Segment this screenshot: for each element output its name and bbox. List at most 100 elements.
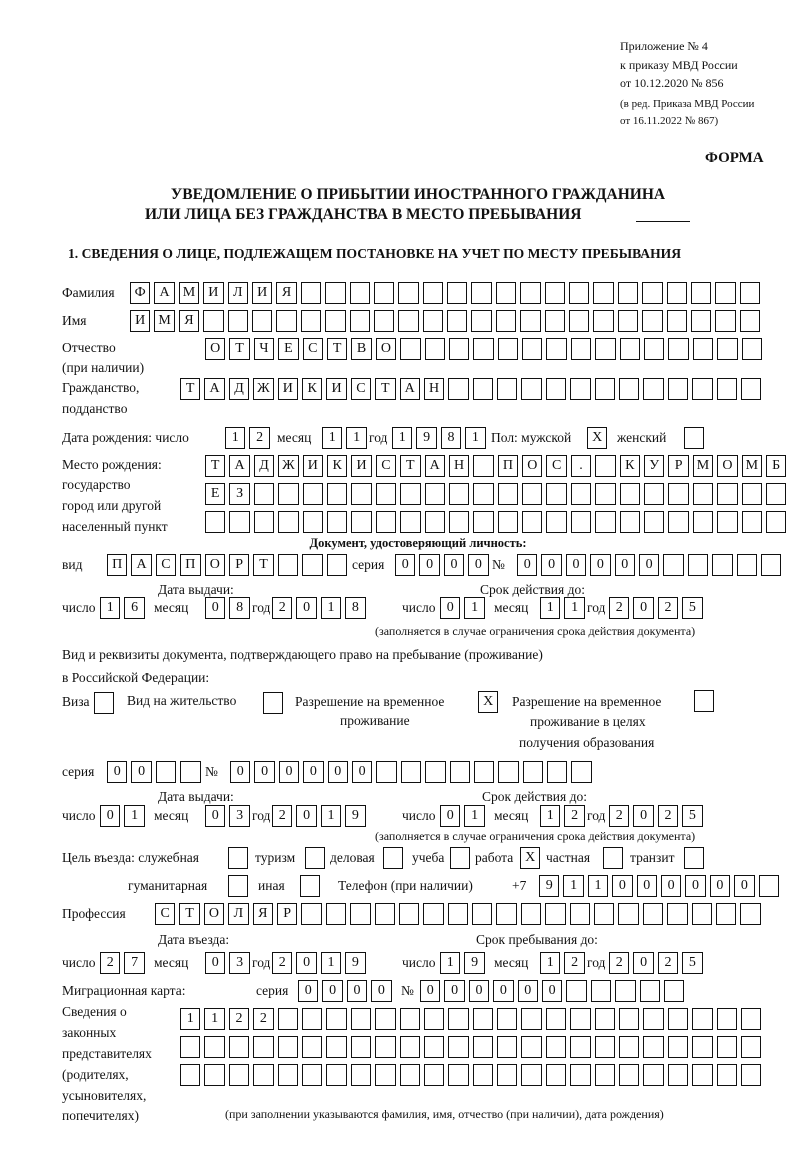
char-box[interactable]: 1	[392, 427, 413, 449]
char-box[interactable]: 0	[633, 952, 654, 974]
char-box[interactable]: 1	[346, 427, 367, 449]
char-box[interactable]	[155, 761, 177, 783]
char-box[interactable]	[399, 1064, 420, 1086]
char-box[interactable]: О	[204, 554, 225, 576]
checkbox[interactable]	[450, 847, 471, 869]
char-box[interactable]	[741, 338, 762, 360]
char-box[interactable]	[668, 483, 689, 505]
char-box[interactable]	[594, 903, 615, 925]
char-box[interactable]	[741, 511, 762, 533]
char-box[interactable]	[570, 1008, 591, 1030]
char-box[interactable]	[546, 511, 567, 533]
char-box[interactable]: 5	[682, 597, 703, 619]
char-box[interactable]	[423, 1008, 445, 1030]
char-box[interactable]: С	[375, 455, 397, 477]
char-box[interactable]: 0	[327, 761, 348, 783]
char-box[interactable]: 0	[303, 761, 324, 783]
char-box[interactable]	[497, 338, 519, 360]
char-box[interactable]	[544, 282, 566, 304]
char-box[interactable]: 2	[609, 952, 630, 974]
char-box[interactable]: 3	[229, 805, 250, 827]
char-box[interactable]: 0	[278, 761, 300, 783]
checkbox[interactable]	[603, 847, 624, 869]
char-box[interactable]: 5	[682, 952, 703, 974]
char-box[interactable]	[741, 483, 762, 505]
char-box[interactable]: 0	[205, 805, 226, 827]
char-box[interactable]	[594, 1008, 616, 1030]
char-box[interactable]	[590, 980, 612, 1002]
char-box[interactable]	[619, 511, 641, 533]
char-box[interactable]	[325, 310, 346, 332]
char-box[interactable]: 9	[416, 427, 437, 449]
char-box[interactable]: А	[399, 378, 420, 400]
checkbox[interactable]	[684, 847, 705, 869]
char-box[interactable]	[251, 310, 273, 332]
char-box[interactable]: 0	[541, 554, 562, 576]
char-box[interactable]	[692, 1036, 713, 1058]
char-box[interactable]: 0	[633, 597, 654, 619]
char-box[interactable]: 2	[657, 597, 679, 619]
char-box[interactable]	[617, 282, 639, 304]
char-box[interactable]	[205, 511, 226, 533]
char-box[interactable]: 0	[440, 597, 461, 619]
char-box[interactable]	[617, 310, 639, 332]
char-box[interactable]	[667, 1064, 689, 1086]
char-box[interactable]	[642, 903, 664, 925]
char-box[interactable]: А	[204, 378, 225, 400]
char-box[interactable]: 0	[322, 980, 343, 1002]
char-box[interactable]	[716, 1036, 737, 1058]
char-box[interactable]: К	[301, 378, 323, 400]
char-box[interactable]	[715, 282, 736, 304]
char-box[interactable]	[570, 338, 592, 360]
char-box[interactable]: Т	[400, 455, 421, 477]
char-box[interactable]	[423, 1064, 445, 1086]
char-box[interactable]: Н	[448, 455, 470, 477]
char-box[interactable]: Е	[278, 338, 299, 360]
char-box[interactable]	[301, 903, 322, 925]
char-box[interactable]: 0	[371, 980, 392, 1002]
char-box[interactable]	[423, 1036, 445, 1058]
char-box[interactable]	[594, 1064, 616, 1086]
char-box[interactable]	[277, 1064, 298, 1086]
char-box[interactable]	[375, 1036, 396, 1058]
char-box[interactable]	[422, 282, 444, 304]
char-box[interactable]: П	[497, 455, 519, 477]
char-box[interactable]	[424, 338, 445, 360]
char-box[interactable]: А	[131, 554, 152, 576]
checkbox[interactable]	[263, 692, 284, 714]
char-box[interactable]	[644, 511, 665, 533]
char-box[interactable]	[545, 1064, 567, 1086]
char-box[interactable]: 0	[468, 554, 489, 576]
char-box[interactable]: И	[203, 282, 224, 304]
char-box[interactable]: 0	[298, 980, 319, 1002]
char-box[interactable]: 0	[468, 980, 490, 1002]
char-box[interactable]	[473, 761, 495, 783]
char-box[interactable]	[472, 1036, 494, 1058]
char-box[interactable]	[301, 1036, 323, 1058]
char-box[interactable]: 9	[464, 952, 485, 974]
char-box[interactable]	[497, 1036, 518, 1058]
char-box[interactable]: 1	[204, 1008, 225, 1030]
char-box[interactable]	[522, 511, 543, 533]
char-box[interactable]: 0	[443, 554, 465, 576]
char-box[interactable]: 2	[100, 952, 121, 974]
char-box[interactable]	[495, 282, 517, 304]
char-box[interactable]: Р	[276, 903, 298, 925]
char-box[interactable]	[398, 282, 419, 304]
char-box[interactable]	[545, 1008, 567, 1030]
char-box[interactable]: 0	[636, 875, 657, 897]
char-box[interactable]	[569, 310, 590, 332]
char-box[interactable]	[668, 338, 689, 360]
char-box[interactable]: Я	[252, 903, 273, 925]
char-box[interactable]: 2	[228, 1008, 250, 1030]
char-box[interactable]: 0	[493, 980, 514, 1002]
char-box[interactable]: Б	[765, 455, 787, 477]
char-box[interactable]: 1	[320, 805, 342, 827]
char-box[interactable]	[546, 483, 567, 505]
char-box[interactable]	[495, 310, 517, 332]
char-box[interactable]	[717, 483, 738, 505]
char-box[interactable]: 5	[682, 805, 703, 827]
char-box[interactable]	[739, 310, 761, 332]
checkbox[interactable]	[300, 875, 321, 897]
char-box[interactable]	[521, 1008, 542, 1030]
